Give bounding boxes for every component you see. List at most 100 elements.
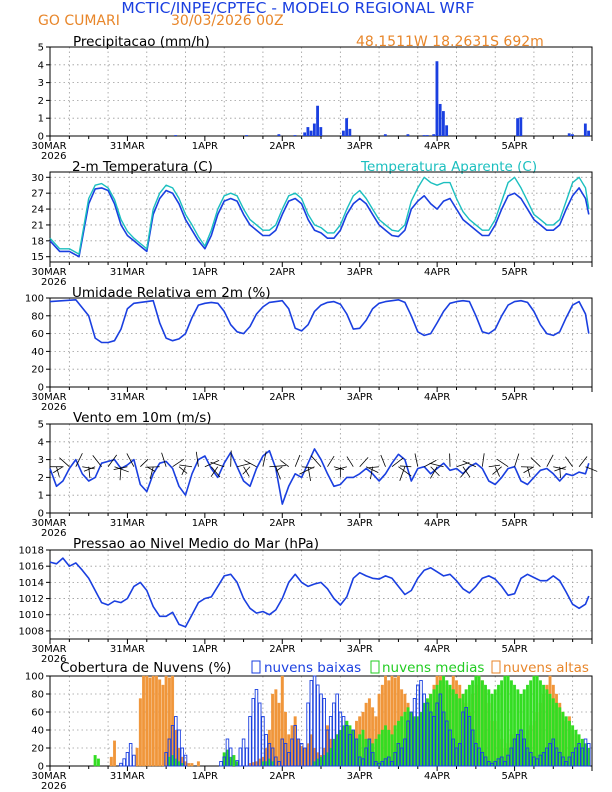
cloud-bar-blue <box>303 747 307 767</box>
cloud-bar-green <box>96 758 100 767</box>
pressure-ytick-label: 1012 <box>19 594 44 605</box>
cloud-bar-blue <box>438 693 443 767</box>
cloud-bar-blue <box>132 754 136 767</box>
wind-arrow <box>237 462 251 468</box>
cloud-bar-blue <box>219 761 223 767</box>
wind-xtick-label: 30MAR <box>31 518 66 529</box>
precip-bar <box>571 134 574 136</box>
cloud-bar-blue <box>422 693 427 767</box>
wind-arrow <box>346 456 354 467</box>
rh-ytick-label: 40 <box>31 347 44 358</box>
pressure-ytick-label: 1008 <box>19 626 44 637</box>
wind-xtick-label: 1APR <box>192 518 218 529</box>
cloud-bar-orange <box>109 756 113 767</box>
pressure-xtick-label: 5APR <box>501 644 527 655</box>
precip-bar <box>293 135 297 136</box>
wind-arrow <box>565 456 573 467</box>
cloud-bar-blue <box>441 711 446 767</box>
cloud-bar-blue <box>386 756 391 767</box>
wind-arrow <box>527 466 531 478</box>
cloud-bar-blue <box>241 738 246 767</box>
wind-arrow <box>244 460 257 468</box>
cloud-bar-green <box>484 684 487 767</box>
cloud-bar-blue <box>541 752 546 767</box>
cloud-bar-blue <box>532 756 536 767</box>
clouds-xtick-label: 4APR <box>424 771 450 782</box>
wind-xtick-label: 31MAR <box>110 518 145 529</box>
cloud-bar-blue <box>393 752 397 767</box>
rh-ytick-label: 80 <box>31 311 44 322</box>
wind-arrow <box>530 457 541 468</box>
cloud-bar-orange <box>190 763 194 767</box>
cloud-bar-orange <box>145 675 149 767</box>
wind-xtick-year: 2026 <box>41 528 66 539</box>
wind-arrow <box>145 466 160 468</box>
temp-ytick-label: 18 <box>31 236 44 247</box>
wind-arrow <box>211 466 221 478</box>
precip-xtick-year: 2026 <box>41 151 66 162</box>
wind-arrow <box>546 454 554 467</box>
pressure-ytick-label: 1010 <box>19 610 44 621</box>
cloud-bar-blue <box>567 756 572 767</box>
cloud-bar-blue <box>470 729 475 767</box>
wind-arrow <box>230 450 232 467</box>
cloud-bar-blue <box>564 761 568 767</box>
wind-ytick-label: 2 <box>38 473 44 484</box>
cloud-bar-blue <box>122 758 126 767</box>
cloud-bar-blue <box>538 754 543 767</box>
wind-arrow <box>310 455 322 467</box>
temp-xtick-label: 1APR <box>192 267 218 278</box>
precip-bar <box>345 118 349 136</box>
header-run: 30/03/2026 00Z <box>171 13 284 29</box>
cloud-bar-blue <box>316 684 320 767</box>
temp-series-line <box>49 187 590 258</box>
wind-arrow <box>523 466 535 474</box>
cloud-bar-blue <box>170 725 175 767</box>
rh-series-line <box>49 298 590 344</box>
temp-xtick-label: 5APR <box>501 267 527 278</box>
temp-ytick-label: 30 <box>31 173 44 184</box>
cloud-bar-blue <box>238 747 243 767</box>
wind-arrow <box>242 466 251 475</box>
rh-xtick-label: 3APR <box>347 392 373 403</box>
wind-arrow <box>181 466 186 476</box>
cloud-bar-blue <box>183 754 188 767</box>
header-coords: 48.1511W 18.2631S 692m <box>356 34 544 50</box>
cloud-bar-blue <box>274 756 278 767</box>
cloud-bar-orange <box>148 677 152 767</box>
pressure-xtick-label: 4APR <box>424 644 450 655</box>
temp-xtick-label: 4APR <box>424 267 450 278</box>
cloud-bar-blue <box>290 738 294 767</box>
cloud-bar-blue <box>177 729 181 767</box>
wind-arrow <box>88 466 91 479</box>
wind-arrow <box>494 466 500 477</box>
cloud-bar-green <box>93 755 97 767</box>
rh-xtick-label: 1APR <box>192 392 218 403</box>
precip-bar <box>319 127 323 136</box>
cloud-bar-blue <box>277 761 281 767</box>
cloud-bar-blue <box>399 747 404 767</box>
wind-arrow <box>367 466 380 469</box>
cloud-bar-blue <box>416 684 420 767</box>
cloud-bar-blue <box>445 720 449 767</box>
wind-arrow <box>327 455 335 467</box>
wind-arrow <box>430 466 440 477</box>
cloud-bar-orange <box>196 761 200 767</box>
clouds-ytick-label: 80 <box>31 690 44 701</box>
cloud-bar-blue <box>306 702 310 767</box>
pressure-xtick-year: 2026 <box>41 654 66 665</box>
cloud-bar-blue <box>251 698 256 767</box>
rh-xtick-label: 4APR <box>424 392 450 403</box>
clouds-xtick-label: 5APR <box>501 771 527 782</box>
wind-arrow <box>56 466 60 477</box>
temp-legend: Temperatura Aparente (C) <box>360 159 537 175</box>
cloud-bar-blue <box>486 761 491 767</box>
rh-title: Umidade Relativa em 2m (%) <box>72 285 271 301</box>
cloud-bar-blue <box>319 693 323 767</box>
precip-bar <box>316 105 319 136</box>
cloud-bar-blue <box>367 738 372 767</box>
cloud-bar-blue <box>522 738 527 767</box>
cloud-bar-green <box>535 675 539 767</box>
cloud-bar-green <box>564 716 568 767</box>
